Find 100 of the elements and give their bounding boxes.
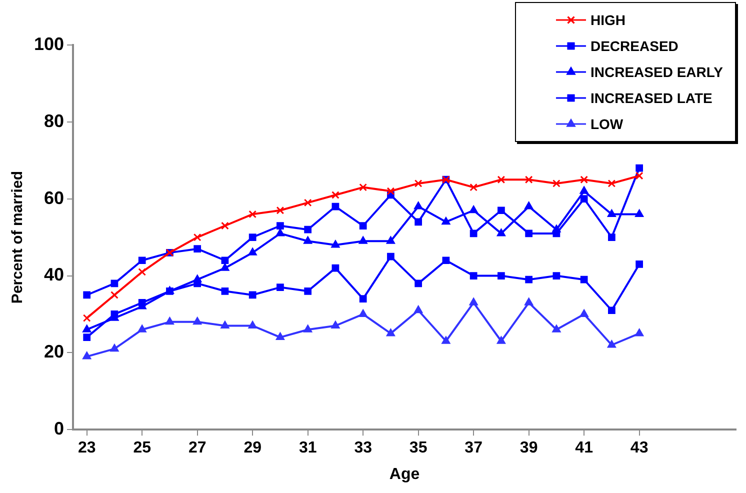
point [387,252,394,260]
x-tick-label: 25 [133,440,152,457]
point [524,298,534,306]
point [608,306,616,314]
point [386,187,395,196]
x-tick-label: 35 [409,440,428,457]
point [165,316,174,325]
point [608,180,616,188]
legend-label: INCREASED EARLY [590,64,723,80]
point [525,276,533,284]
point [414,202,423,210]
point [359,222,367,230]
point [580,186,588,194]
point [470,183,478,192]
point [497,176,506,184]
y-tick-label: 0 [54,418,64,439]
y-tick-label: 100 [34,34,64,54]
point [358,309,368,317]
point [82,352,92,360]
point [304,226,312,234]
point [524,202,534,210]
legend-label: INCREASED LATE [590,90,712,106]
point [194,245,202,253]
point [192,316,202,325]
point [82,314,91,322]
point [524,176,533,184]
point [248,291,256,299]
point [248,210,257,218]
point [138,268,146,276]
point [580,176,588,184]
point [110,291,118,299]
point [220,263,230,271]
x-tick-label: 39 [520,440,538,457]
point [304,287,312,295]
point [636,164,643,172]
point [525,230,533,238]
point [386,328,396,336]
point [332,191,340,199]
point [276,206,284,214]
point [470,272,478,280]
point [138,324,146,332]
point [442,336,450,344]
point [552,180,560,188]
point [248,320,257,329]
x-tick-label: 41 [575,440,594,457]
x-tick-label: 29 [244,440,262,457]
point [193,233,202,242]
point [552,224,561,232]
point [221,256,229,264]
x-tick-label: 27 [188,440,206,457]
point [496,336,506,344]
point [580,195,588,203]
point [110,310,118,318]
point [442,256,450,264]
point [634,209,644,217]
legend-label: DECREASED [590,38,678,54]
point [221,222,229,230]
y-tick-label: 40 [44,264,64,285]
point [276,222,284,230]
point [552,324,561,332]
point [331,320,340,329]
point [469,298,478,306]
point [607,209,616,217]
point [636,260,643,268]
point [220,320,230,329]
point [304,198,312,207]
x-axis-title: Age [389,466,420,483]
point [469,205,478,214]
legend-label: LOW [590,116,624,132]
point [303,236,312,244]
x-tick-label: 37 [464,440,483,457]
point [83,291,91,299]
point [607,340,616,348]
point [414,280,422,288]
x-tick-label: 23 [78,440,96,457]
y-axis-title: Percent of married [9,171,26,304]
point [580,276,588,284]
point [580,309,588,317]
point [496,228,506,236]
point [110,280,118,288]
point [221,287,229,295]
point [332,202,340,210]
point [608,234,616,241]
point [194,280,202,288]
point [498,206,505,214]
point [358,236,368,244]
point [414,180,422,188]
point [276,332,285,340]
point [414,218,422,226]
y-tick-label: 80 [44,110,64,131]
point [359,183,368,192]
point [138,299,146,306]
point [331,240,340,248]
point [359,295,367,303]
x-tick-label: 33 [354,440,372,457]
point [635,172,644,180]
x-tick-label: 43 [630,440,648,457]
point [82,324,92,332]
point [110,344,119,352]
x-tick-label: 31 [298,440,317,457]
